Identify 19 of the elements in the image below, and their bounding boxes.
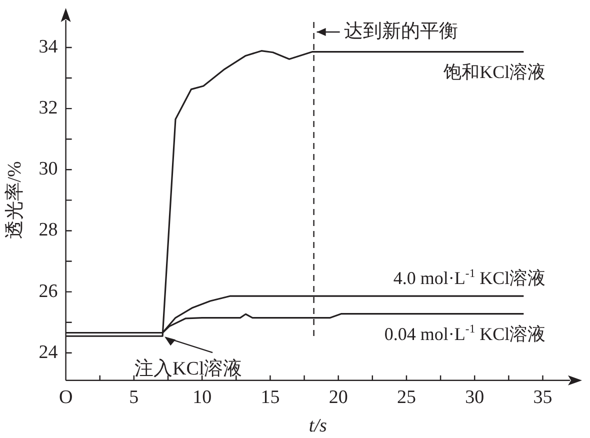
y-tick-label: 24	[38, 342, 58, 363]
y-tick-label: 34	[38, 36, 58, 58]
x-tick-label: 10	[192, 386, 212, 408]
x-tick-label: 35	[533, 386, 552, 408]
x-axis-title: t/s	[308, 416, 327, 437]
x-tick-label: 20	[328, 386, 348, 408]
x-tick-label: 25	[396, 386, 416, 408]
y-axis-title: 透光率/%	[3, 160, 26, 240]
y-tick-label: 32	[38, 98, 58, 119]
x-tick-label: 5	[129, 386, 139, 408]
x-tick-label: O	[58, 386, 73, 408]
x-tick-label: 15	[260, 386, 280, 408]
y-tick-label: 30	[38, 158, 58, 180]
y-tick-label: 28	[38, 220, 58, 241]
y-tick-label: 26	[38, 280, 58, 302]
x-tick-label: 30	[465, 386, 484, 408]
series-label: 饱和KCl溶液	[442, 62, 546, 82]
ref-line-label: 达到新的平衡	[344, 20, 458, 42]
annotation: 注入KCl溶液	[134, 358, 242, 380]
